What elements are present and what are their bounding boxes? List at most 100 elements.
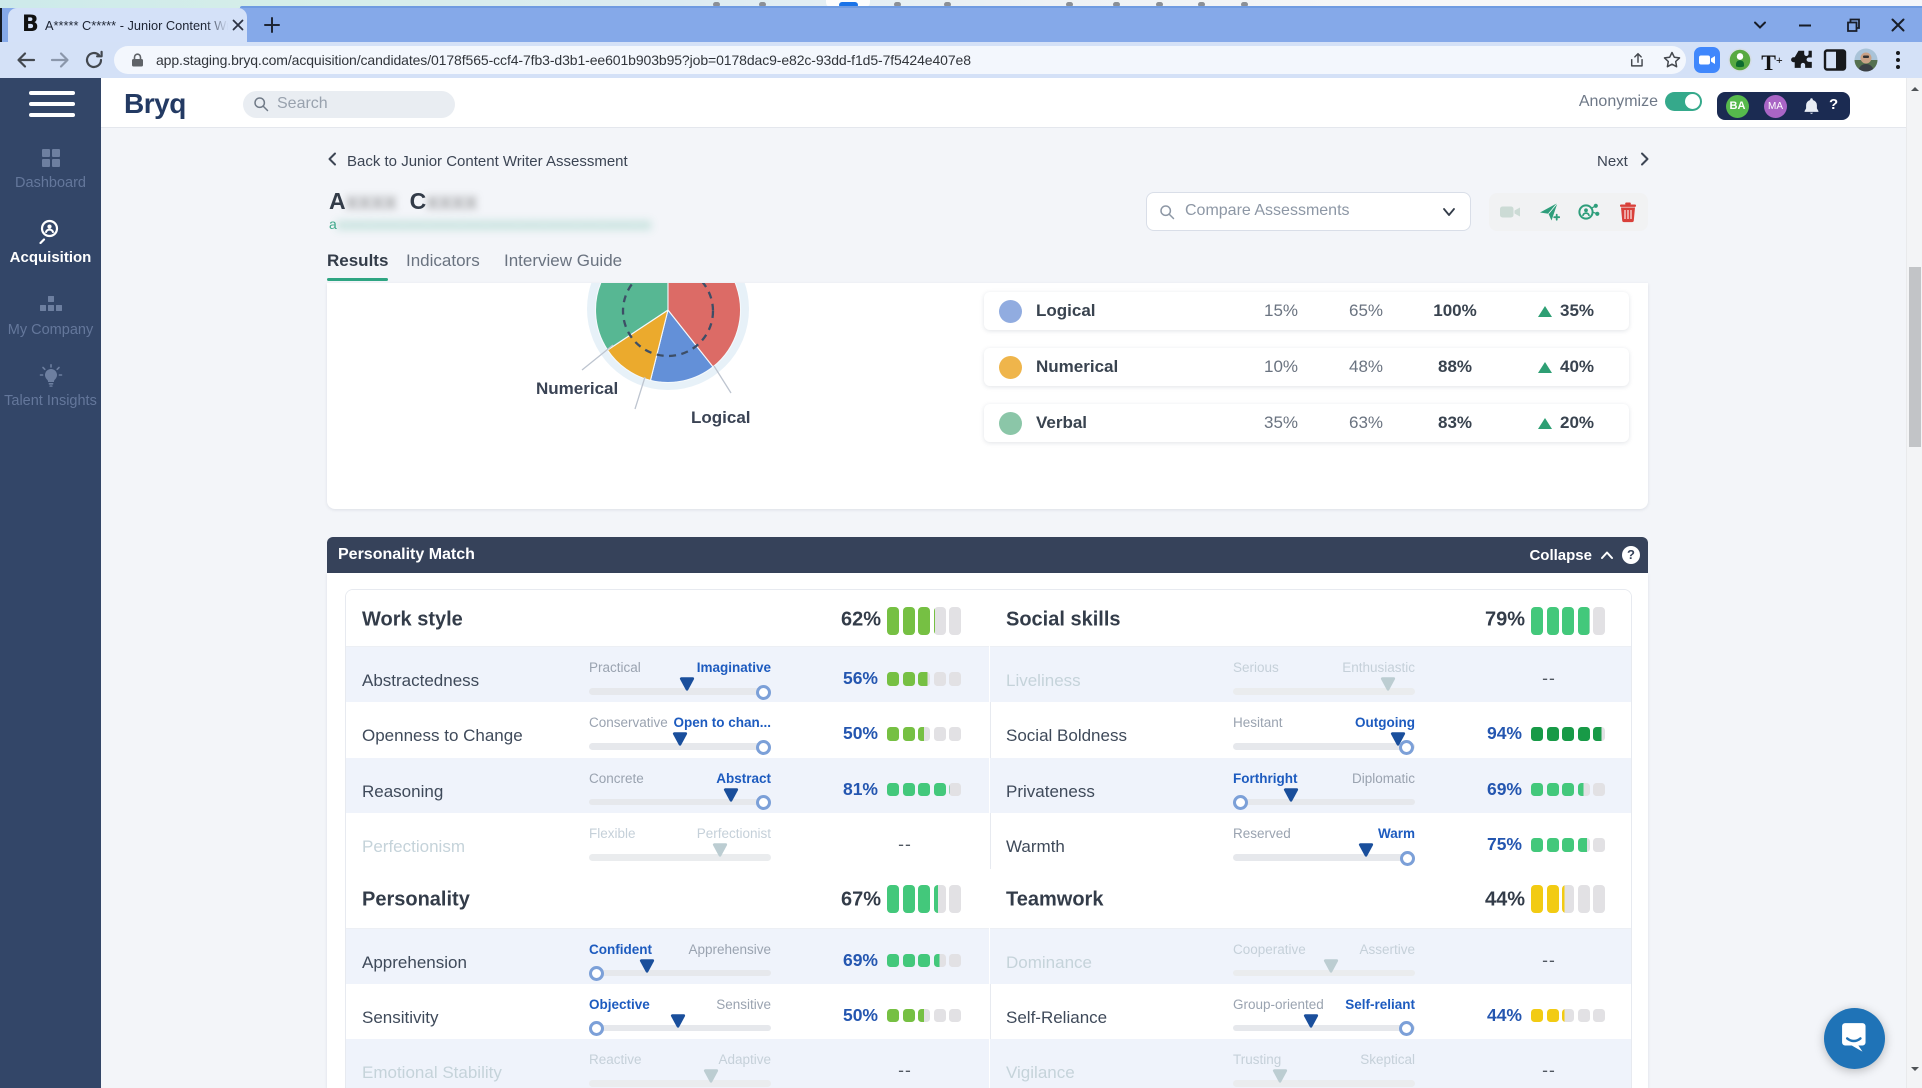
personality-help-icon[interactable]: ?: [1622, 546, 1640, 564]
tab-indicators[interactable]: Indicators: [406, 251, 480, 270]
background-dot: [944, 2, 951, 7]
trait-row-liveliness: Liveliness Serious Enthusiastic --: [990, 647, 1631, 703]
back-icon[interactable]: [14, 48, 38, 72]
trait-name: Dominance: [1006, 952, 1092, 972]
target-marker-icon: [1399, 1021, 1415, 1037]
score-1: 35%: [1263, 413, 1299, 432]
meter-block: [902, 1008, 915, 1023]
candidate-marker-icon: [640, 958, 655, 973]
slider-right-label: Enthusiastic: [1342, 660, 1415, 675]
target-marker-icon: [1232, 795, 1248, 811]
tab-close-icon[interactable]: [230, 17, 246, 33]
meter-block: [1562, 727, 1574, 741]
reload-icon[interactable]: [82, 48, 106, 72]
notifications-bell-icon[interactable]: [1803, 97, 1820, 115]
browser-titlebar: B A***** C***** - Junior Content Wr: [0, 8, 1922, 42]
cognitive-results-card: Numerical Logical Logical 15% 65% 100% 3…: [327, 283, 1648, 509]
chevron-up-icon[interactable]: [1600, 550, 1614, 560]
target-marker-icon: [756, 795, 772, 811]
sidebar-item-talent-insights[interactable]: Talent Insights: [0, 364, 101, 409]
meter-block: [902, 672, 915, 686]
slider-right-label: Perfectionist: [696, 826, 771, 842]
slider-left-label: Conservative: [589, 715, 668, 731]
forward-icon[interactable]: [48, 48, 72, 72]
intercom-chat-button[interactable]: [1824, 1008, 1885, 1069]
scroll-up-icon[interactable]: [1909, 83, 1921, 95]
restore-button[interactable]: [1842, 15, 1862, 35]
candidate-marker-icon: [1390, 732, 1405, 747]
collapse-button[interactable]: Collapse: [1529, 547, 1592, 564]
avatar-ba[interactable]: BA: [1726, 94, 1749, 118]
share-icon[interactable]: [1629, 51, 1647, 69]
anonymize-toggle[interactable]: [1665, 92, 1702, 111]
trait-meter: [887, 672, 961, 686]
meter-block: [1577, 727, 1590, 741]
candidate-name: Axxxx Cxxxx: [329, 188, 477, 215]
meter-block: [1531, 838, 1543, 852]
meter-block: [1593, 727, 1605, 741]
trait-meter: [887, 727, 961, 741]
sidebar-item-dashboard[interactable]: Dashboard: [0, 146, 101, 191]
delta-value: 20%: [1560, 413, 1595, 432]
candidate-email[interactable]: axxxxxxxxxxxxxxxxxxxxxxxxxxxxxxxxxxxxxx: [329, 216, 652, 232]
browser-menu-icon[interactable]: [1888, 47, 1908, 73]
sidebar-item-my-company[interactable]: My Company: [0, 293, 101, 338]
new-tab-button[interactable]: [260, 13, 284, 37]
zoom-extension-icon[interactable]: [1694, 47, 1720, 73]
bookmark-star-icon[interactable]: [1662, 50, 1682, 70]
acquisition-search-person-icon: [38, 219, 58, 244]
trait-slider: Forthright Diplomatic: [1232, 758, 1415, 813]
background-dot: [1198, 2, 1205, 7]
category-label: Verbal: [1036, 413, 1088, 432]
candidate-marker-icon: [1273, 1069, 1288, 1084]
search-input[interactable]: [277, 94, 442, 114]
delta-up-icon: [1538, 306, 1552, 317]
target-marker-icon: [756, 684, 772, 700]
column-divider: [989, 590, 991, 1088]
cognitive-pie-chart: [581, 283, 749, 410]
group-name: Work style: [362, 608, 463, 631]
close-window-button[interactable]: [1888, 15, 1908, 35]
meter-block: [933, 672, 946, 686]
trait-name: Warmth: [1006, 837, 1065, 857]
avatar-ma[interactable]: MA: [1764, 94, 1787, 118]
minimize-button[interactable]: [1795, 15, 1815, 35]
video-camera-icon[interactable]: [1499, 201, 1521, 223]
meter-block: [949, 953, 961, 968]
meter-block: [902, 782, 915, 797]
sidebar-item-acquisition[interactable]: Acquisition: [0, 218, 101, 266]
browser-scrollbar[interactable]: [1906, 78, 1922, 1088]
url-bar[interactable]: app.staging.bryq.com/acquisition/candida…: [114, 46, 1686, 74]
scrollbar-thumb[interactable]: [1909, 267, 1921, 447]
pie-slice-red: [667, 283, 741, 368]
tab-search-chevron-icon[interactable]: [1750, 15, 1770, 35]
green-extension-icon[interactable]: [1727, 47, 1753, 73]
text-extension-icon[interactable]: T+: [1761, 50, 1783, 75]
trait-name: Reasoning: [362, 781, 444, 801]
tab-interview-guide[interactable]: Interview Guide: [504, 251, 623, 270]
browser-tab[interactable]: B A***** C***** - Junior Content Wr: [8, 8, 247, 42]
menu-hamburger-icon[interactable]: [29, 91, 75, 119]
next-link[interactable]: Next: [1597, 152, 1650, 170]
profile-avatar[interactable]: [1853, 47, 1879, 73]
person-share-icon[interactable]: [1578, 201, 1600, 223]
extensions-puzzle-icon[interactable]: [1791, 47, 1817, 73]
tab-results[interactable]: Results: [327, 251, 389, 281]
help-question-button[interactable]: ?: [1829, 96, 1839, 113]
meter-block: [887, 727, 899, 741]
trait-value: 81%: [842, 778, 878, 799]
side-panel-icon[interactable]: [1822, 47, 1848, 73]
back-link[interactable]: Back to Junior Content Writer Assessment: [327, 152, 628, 170]
compare-assessments-select[interactable]: Compare Assessments: [1146, 192, 1471, 231]
meter-block: [1531, 607, 1543, 635]
slider-right-label: Skeptical: [1360, 1052, 1415, 1068]
send-plus-icon[interactable]: [1538, 201, 1560, 223]
scroll-down-icon[interactable]: [1909, 1063, 1921, 1075]
background-dot: [713, 2, 720, 7]
trash-icon[interactable]: [1617, 201, 1639, 223]
global-search[interactable]: [243, 91, 455, 118]
app-header: Bryq Anonymize BA MA ?: [101, 78, 1906, 128]
trait-name: Liveliness: [1006, 671, 1081, 690]
slider-track: [1233, 969, 1415, 977]
